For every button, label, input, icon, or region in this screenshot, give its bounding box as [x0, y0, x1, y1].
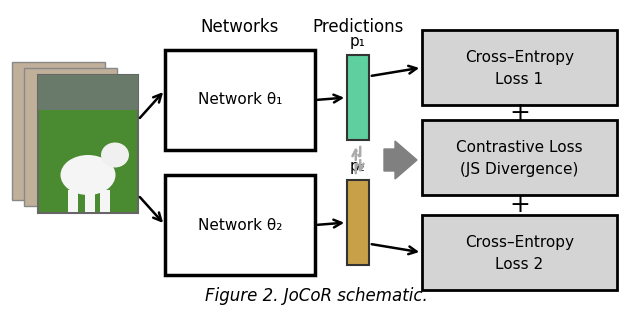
Text: Networks: Networks: [201, 18, 279, 36]
Text: p₁: p₁: [350, 34, 366, 49]
Bar: [85, 190, 95, 212]
Text: Predictions: Predictions: [312, 18, 404, 36]
Text: Cross–Entropy: Cross–Entropy: [465, 235, 574, 250]
Text: Figure 2. JoCoR schematic.: Figure 2. JoCoR schematic.: [205, 287, 427, 305]
Bar: [165, 50, 315, 150]
Text: Cross–Entropy: Cross–Entropy: [465, 50, 574, 65]
Bar: [38, 75, 138, 213]
Bar: [100, 190, 110, 212]
Ellipse shape: [61, 155, 116, 195]
Text: +: +: [509, 193, 530, 217]
Text: (JS Divergence): (JS Divergence): [460, 162, 579, 177]
Bar: [347, 180, 369, 265]
Bar: [68, 190, 78, 212]
Bar: [12, 62, 105, 200]
Text: Loss 2: Loss 2: [495, 257, 544, 272]
Bar: [38, 75, 138, 110]
Text: Loss 1: Loss 1: [495, 72, 544, 87]
Bar: [422, 120, 617, 195]
Ellipse shape: [101, 142, 129, 167]
Text: Contrastive Loss: Contrastive Loss: [456, 140, 583, 155]
FancyArrow shape: [384, 141, 417, 179]
Bar: [422, 215, 617, 290]
Bar: [347, 55, 369, 140]
Text: Network θ₁: Network θ₁: [198, 92, 282, 108]
Text: p₂: p₂: [350, 159, 366, 174]
Bar: [422, 30, 617, 105]
Text: Network θ₂: Network θ₂: [198, 218, 282, 233]
Text: +: +: [509, 100, 530, 124]
Bar: [165, 175, 315, 275]
Bar: [24, 68, 117, 206]
